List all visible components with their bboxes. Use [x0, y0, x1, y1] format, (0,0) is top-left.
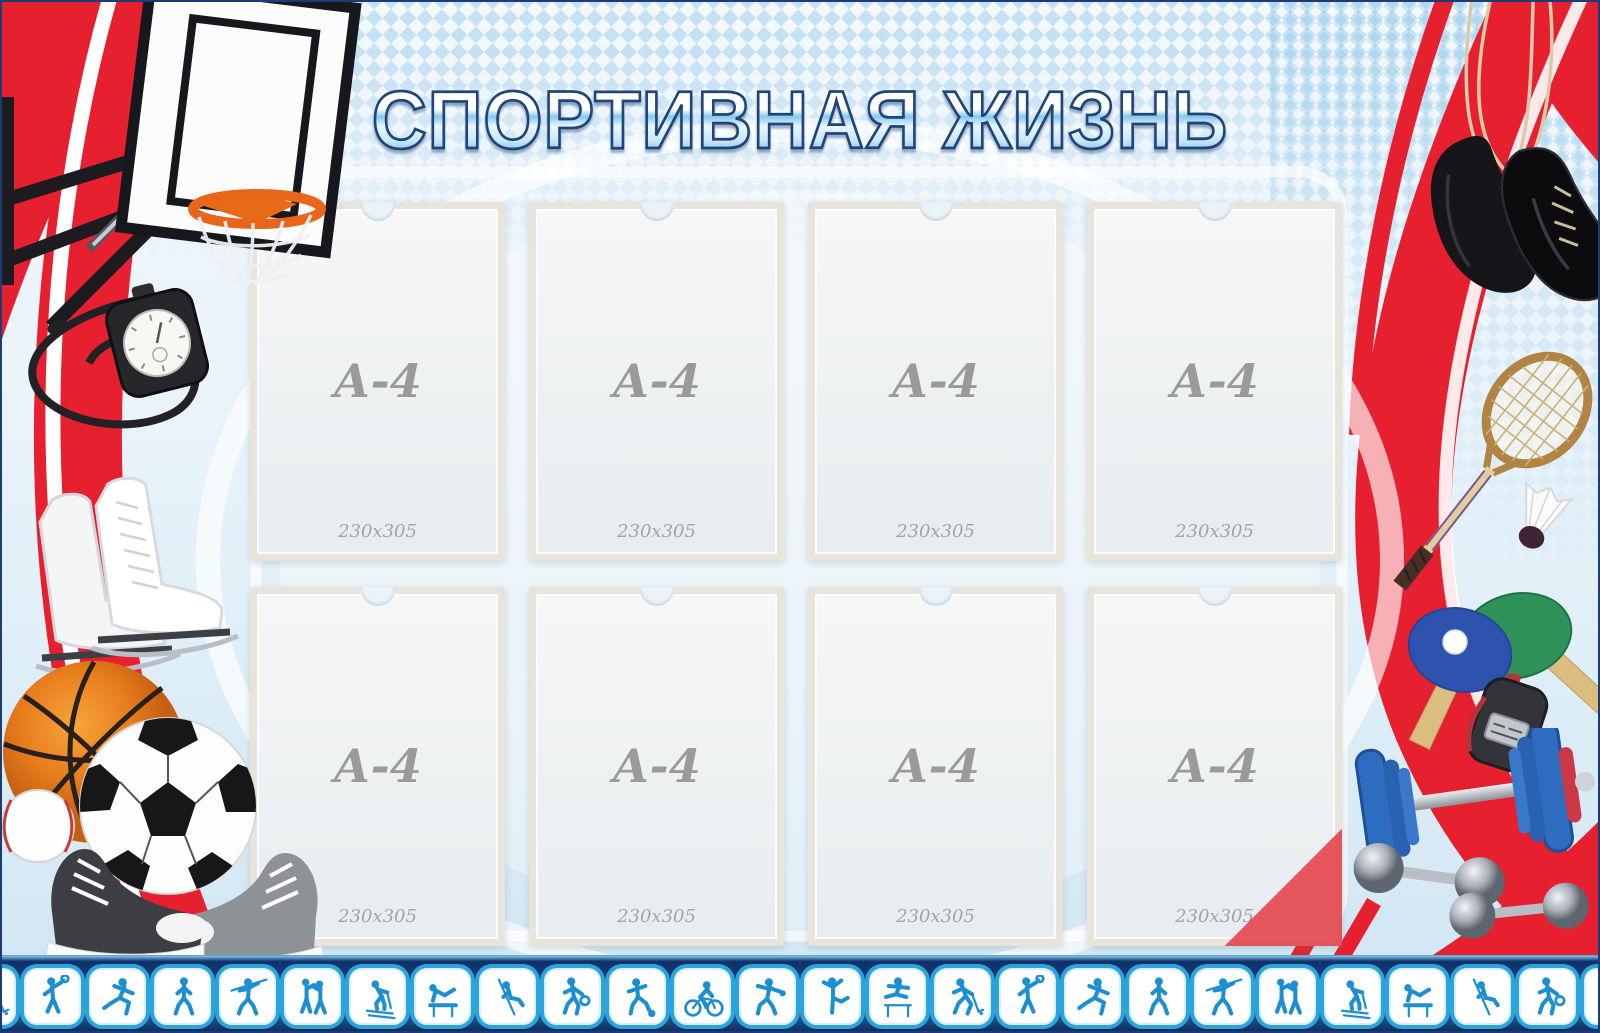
sport-pictogram-skiing [349, 968, 406, 1025]
pocket-label: А-4 [891, 738, 980, 793]
pocket-grid: А-4 230x305 А-4 230x305 А-4 230x305 А-4 230x… [250, 202, 1342, 946]
basketball-icon [562, 976, 591, 1016]
race-walking-icon [1148, 976, 1169, 1016]
a4-pocket-7: А-4 230x305 [808, 587, 1063, 946]
pocket-size-label: 230x305 [338, 521, 417, 542]
pocket-size-label: 230x305 [1175, 521, 1254, 542]
sport-pictogram-javelin [1194, 968, 1251, 1025]
sport-pictogram-football [609, 968, 666, 1025]
stopwatch-on-cord-decoration [28, 283, 209, 429]
pictogram-tiles [0, 956, 1600, 1033]
pocket-label: А-4 [1170, 353, 1259, 408]
pocket-notch [360, 202, 395, 221]
sport-pictogram-figure-skating [804, 968, 861, 1025]
pocket-size-label: 230x305 [896, 906, 975, 927]
pair-figure-skating-icon [1274, 978, 1302, 1015]
pocket-notch [918, 202, 953, 221]
pocket-size-label: 230x305 [896, 521, 975, 542]
pocket-notch [360, 587, 395, 606]
sport-pictogram-running [1064, 968, 1121, 1025]
gymnastics-icon [427, 983, 458, 1017]
pocket-size-label: 230x305 [617, 521, 696, 542]
shuttlecock-decoration [1518, 481, 1574, 549]
sport-pictogram-race-walking [1129, 968, 1186, 1025]
digital-stopwatch-decoration [1466, 674, 1549, 773]
basketball-icon [1537, 976, 1566, 1016]
figure-skating-icon [821, 976, 850, 1015]
pocket-label: А-4 [333, 353, 422, 408]
baseball-ball-decoration [1, 789, 75, 863]
race-walking-icon [173, 976, 194, 1016]
javelin-icon [1204, 977, 1242, 1016]
sports-pictogram-strip [0, 955, 1600, 1033]
pocket-label: А-4 [891, 353, 980, 408]
pocket-label: А-4 [1170, 738, 1259, 793]
cycling-icon [683, 980, 724, 1017]
sport-pictogram-basketball [544, 968, 601, 1025]
sport-pictogram-gymnastics [1389, 968, 1446, 1025]
rowing-icon [1472, 977, 1500, 1016]
sport-pictogram-running [89, 968, 146, 1025]
pocket-notch [1197, 202, 1232, 221]
a4-pocket-5: А-4 230x305 [250, 587, 505, 946]
skiing-icon [365, 979, 396, 1019]
javelin-icon [229, 977, 267, 1016]
pocket-notch [1197, 587, 1232, 606]
sport-pictogram-race-walking [154, 968, 211, 1025]
badminton-icon [1017, 974, 1045, 1014]
a4-pocket-8: А-4 230x305 [1087, 587, 1342, 946]
hockey-icon [0, 999, 9, 1015]
pocket-size-label: 230x305 [617, 906, 696, 927]
rowing-icon [497, 977, 525, 1016]
ice-skates-decoration [35, 476, 240, 676]
football-icon [1591, 975, 1600, 1019]
sport-pictogram-basketball [1519, 968, 1576, 1025]
board-title: СПОРТИВНАЯ ЖИЗНЬ [0, 73, 1600, 168]
sport-pictogram-pair-figure-skating [1259, 968, 1316, 1025]
sport-pictogram-rowing [479, 968, 536, 1025]
a4-pocket-2: А-4 230x305 [529, 202, 784, 561]
dumbbells-decoration [1353, 728, 1595, 939]
running-icon [101, 977, 135, 1016]
basketball-ball-decoration [3, 660, 185, 844]
table-tennis-paddles-decoration [1407, 592, 1600, 751]
red-swoosh-through-pocket [1224, 828, 1342, 946]
sport-pictogram-skiing [1324, 968, 1381, 1025]
pair-figure-skating-icon [299, 978, 327, 1015]
discus-throw-icon [755, 977, 786, 1016]
pocket-notch [639, 587, 674, 606]
pocket-label: А-4 [612, 738, 701, 793]
soccer-ball-decoration [79, 717, 257, 895]
pocket-size-label: 230x305 [338, 906, 417, 927]
sport-pictogram-hurdles [869, 968, 926, 1025]
running-icon [1076, 977, 1110, 1016]
gymnastics-icon [1402, 983, 1433, 1017]
a4-pocket-4: А-4 230x305 [1087, 202, 1342, 561]
a4-pocket-6: А-4 230x305 [529, 587, 784, 946]
a4-pocket-3: А-4 230x305 [808, 202, 1063, 561]
pocket-notch [639, 202, 674, 221]
a4-pocket-1: А-4 230x305 [250, 202, 505, 561]
sport-pictogram-pair-figure-skating [284, 968, 341, 1025]
sport-pictogram-discus-throw [739, 968, 796, 1025]
badminton-icon [42, 974, 70, 1014]
sport-pictogram-gymnastics [414, 968, 471, 1025]
sport-pictogram-football [1584, 968, 1600, 1025]
sport-pictogram-cycling [674, 968, 731, 1025]
pocket-notch [918, 587, 953, 606]
sport-pictogram-hockey [934, 968, 991, 1025]
football-icon [626, 977, 655, 1017]
sport-pictogram-hockey [0, 968, 16, 1025]
badminton-racket-decoration [1393, 351, 1593, 591]
sport-pictogram-badminton [24, 968, 81, 1025]
sport-pictogram-rowing [1454, 968, 1511, 1025]
hurdles-icon [883, 976, 912, 1017]
hockey-icon [951, 977, 984, 1016]
skiing-icon [1340, 979, 1371, 1019]
pocket-label: А-4 [612, 353, 701, 408]
sport-pictogram-badminton [999, 968, 1056, 1025]
sport-pictogram-javelin [219, 968, 276, 1025]
pocket-label: А-4 [333, 738, 422, 793]
